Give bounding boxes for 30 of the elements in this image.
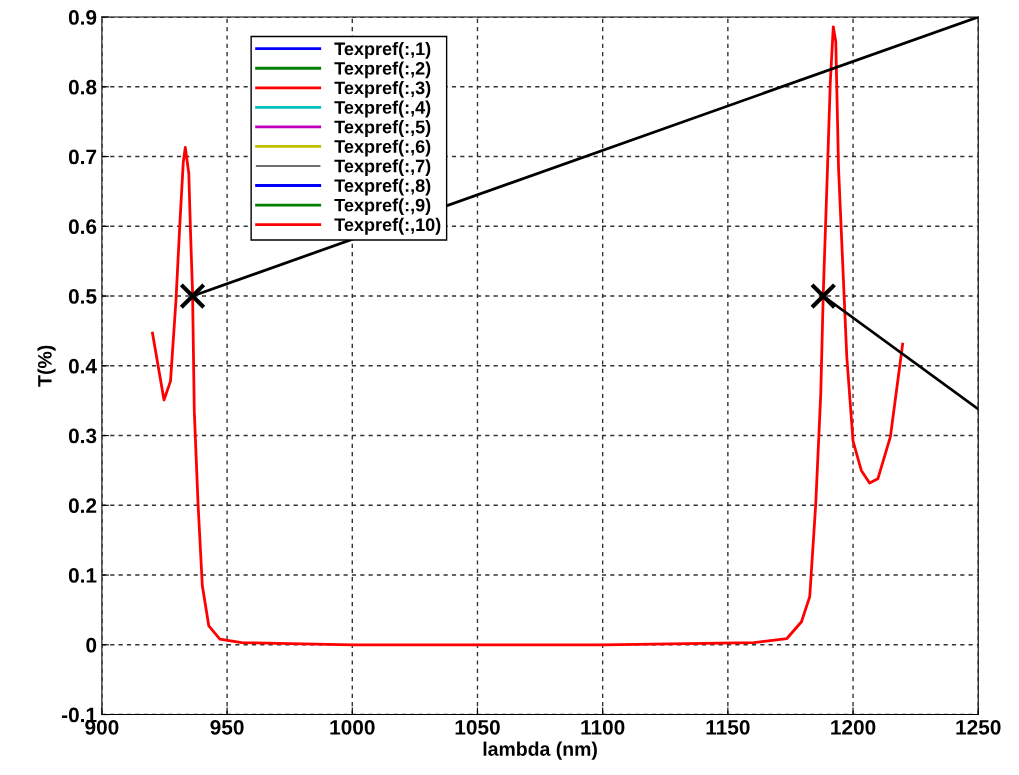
y-tick-label: 0.8 — [68, 79, 97, 95]
x-axis-title: lambda (nm) — [483, 741, 597, 760]
line-series — [151, 25, 905, 647]
legend-label: Texpref(:,6) — [334, 139, 431, 157]
legend-label: Texpref(:,8) — [334, 178, 431, 196]
legend-label: Texpref(:,5) — [334, 120, 431, 137]
x-tick-label: 1200 — [831, 719, 876, 735]
x-tick-label: 1250 — [956, 719, 1001, 735]
legend-label: Texpref(:,10) — [334, 217, 441, 235]
legend-label: Texpref(:,3) — [334, 81, 431, 98]
legend-label: Texpref(:,4) — [334, 100, 431, 118]
x-tick-label: 1150 — [706, 719, 750, 735]
legend-label: Texpref(:,1) — [334, 41, 431, 59]
legend-label: Texpref(:,7) — [334, 159, 431, 177]
y-tick-label: 0.5 — [68, 289, 97, 304]
x-tick-label: 1100 — [581, 719, 625, 735]
legend-label: Texpref(:,9) — [334, 198, 431, 216]
y-tick-label: 0.3 — [68, 428, 97, 444]
y-tick-label: 0.6 — [68, 219, 97, 235]
y-tick-label: 0.4 — [68, 358, 97, 374]
y-tick-label: 0.7 — [68, 149, 97, 165]
x-tick-label: 950 — [210, 719, 244, 735]
legend-label: Texpref(:,2) — [334, 61, 431, 79]
y-tick-label: 0.9 — [68, 10, 97, 25]
y-tick-label: 0 — [86, 637, 97, 653]
x-tick-label: 1050 — [455, 719, 500, 735]
y-tick-label: 0.2 — [68, 498, 97, 514]
y-tick-label: 0.1 — [68, 568, 97, 583]
y-axis-title: T(%) — [37, 345, 56, 387]
x-tick-label: 1000 — [330, 719, 375, 735]
